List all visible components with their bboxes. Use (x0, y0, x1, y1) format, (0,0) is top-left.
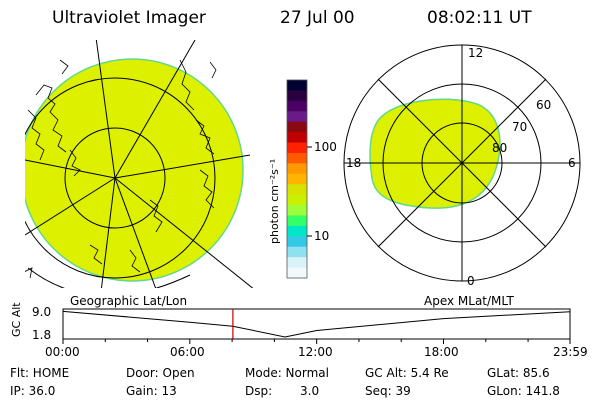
aurora-oval-mlt (369, 98, 501, 209)
glon-info: GLon: 141.8 (487, 384, 560, 398)
ip-info: IP: 36.0 (10, 384, 56, 398)
colorbar-cell (287, 100, 307, 112)
y-tick-1-8: 1.8 (32, 328, 52, 342)
colorbar-cell (287, 205, 307, 216)
app-title: Ultraviolet Imager (52, 8, 206, 28)
colorbar-cell (287, 121, 307, 133)
mlt-label-6: 6 (568, 156, 576, 170)
mlat-label-70: 70 (512, 120, 528, 134)
colorbar-cell (287, 90, 307, 102)
colorbar-tick-10: 10 (314, 229, 330, 243)
x-tick-0000: 00:00 (45, 345, 80, 359)
colorbar-cell (287, 194, 307, 206)
colorbar-cell (287, 80, 307, 91)
dsp-value: 3.0 (300, 384, 320, 398)
mlat-label-80: 80 (492, 141, 508, 155)
gc-alt-curve (62, 310, 571, 338)
colorbar-cell (287, 132, 307, 144)
date-label: 27 Jul 00 (280, 8, 355, 28)
mlt-label-18: 18 (346, 156, 362, 170)
x-tick-1800: 18:00 (424, 345, 459, 359)
colorbar-cell (287, 152, 307, 164)
y-axis-label: GC Alt (10, 302, 23, 337)
y-tick-9: 9.0 (32, 305, 52, 319)
colorbar-cell (287, 236, 307, 248)
lat-circle-inner (64, 127, 166, 229)
mlt-label-0: 0 (467, 274, 475, 288)
aurora-disc-geo (25, 58, 244, 282)
colorbar-cell (287, 184, 307, 196)
colorbar-cell (287, 225, 307, 237)
gain-info: Gain: 13 (126, 384, 177, 398)
x-tick-2359: 23:59 (553, 345, 588, 359)
meridian-lines (25, 40, 254, 288)
colorbar-cell (287, 215, 307, 227)
glat-info: GLat: 85.6 (487, 366, 550, 380)
seq-info: Seq: 39 (365, 384, 411, 398)
mode-info: Mode: Normal (245, 366, 329, 380)
x-tick-0600: 06:00 (170, 345, 205, 359)
apex-caption: Apex MLat/MLT (424, 294, 514, 308)
x-tick-1200: 12:00 (298, 345, 333, 359)
colorbar-cell (287, 257, 307, 269)
flt-info: Flt: HOME (10, 366, 70, 380)
colorbar-tick-100: 100 (314, 140, 337, 154)
colorbar-cell (287, 142, 307, 154)
colorbar-cell (287, 173, 307, 185)
colorbar-cell (287, 267, 307, 279)
coastline-outlines (25, 59, 217, 279)
mlat-label-60: 60 (536, 98, 552, 112)
colorbar-cell (287, 163, 307, 175)
colorbar-cell (287, 111, 307, 123)
gc-alt-info: GC Alt: 5.4 Re (365, 366, 449, 380)
lat-circle-outer (25, 77, 216, 279)
geographic-caption: Geographic Lat/Lon (70, 294, 188, 308)
dsp-label: Dsp: (245, 384, 273, 398)
mlt-label-12: 12 (468, 46, 484, 60)
colorbar-cell (287, 246, 307, 258)
door-info: Door: Open (126, 366, 195, 380)
time-label: 08:02:11 UT (427, 8, 532, 28)
